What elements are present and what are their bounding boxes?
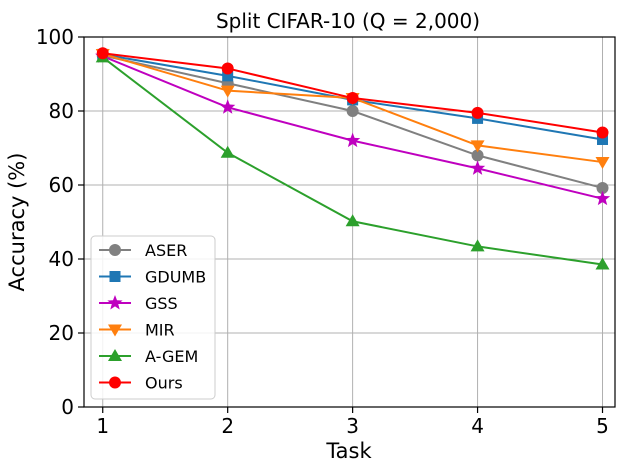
legend-marker <box>107 295 123 310</box>
y-tick-label: 80 <box>49 99 74 123</box>
data-point <box>345 214 360 227</box>
series-ours <box>96 47 609 139</box>
legend-label: GDUMB <box>145 268 206 287</box>
y-tick-label: 20 <box>49 321 74 345</box>
legend-marker <box>108 324 122 337</box>
data-point <box>596 181 609 194</box>
data-point <box>470 140 485 153</box>
data-point <box>222 70 234 82</box>
data-point <box>221 62 234 75</box>
data-point <box>596 126 609 139</box>
legend-item-a-gem: A-GEM <box>99 347 198 366</box>
legend-marker <box>109 271 121 282</box>
legend-item-ours: Ours <box>99 374 183 393</box>
chart-title: Split CIFAR-10 (Q = 2,000) <box>216 9 480 33</box>
x-tick-label: 2 <box>221 414 234 438</box>
y-tick-label: 60 <box>49 173 74 197</box>
legend-label: MIR <box>145 321 175 340</box>
legend-marker <box>109 376 121 389</box>
series-a-gem <box>95 50 610 270</box>
legend-item-mir: MIR <box>99 321 175 340</box>
legend-marker <box>108 349 122 361</box>
legend: ASER GDUMB GSS MIR A-GEM Ours <box>90 235 216 400</box>
legend-item-gdumb: GDUMB <box>99 268 206 287</box>
legend-marker <box>109 244 121 256</box>
data-point <box>597 133 609 145</box>
x-tick-label: 1 <box>96 414 109 438</box>
data-point <box>346 92 359 105</box>
data-point <box>220 85 235 98</box>
data-point <box>96 47 109 60</box>
data-point <box>471 149 484 162</box>
legend-item-aser: ASER <box>99 241 187 260</box>
legend-label: GSS <box>145 294 178 313</box>
series-lines <box>95 47 611 270</box>
y-axis-label: Accuracy (%) <box>5 153 29 292</box>
data-point <box>346 105 359 117</box>
data-point <box>220 99 236 114</box>
legend-label: Ours <box>145 374 183 393</box>
data-point <box>471 106 484 119</box>
axis-ticks: 1 2 3 4 5 0 20 40 60 80 100 <box>36 25 609 438</box>
plot-frame <box>83 36 616 408</box>
data-point <box>595 257 610 270</box>
data-point <box>594 190 611 206</box>
legend-label: A-GEM <box>145 347 198 366</box>
x-tick-label: 3 <box>346 414 359 438</box>
data-point <box>470 239 485 252</box>
x-tick-label: 5 <box>596 414 609 438</box>
data-point <box>345 132 361 148</box>
y-tick-label: 40 <box>49 247 74 271</box>
data-point <box>595 157 610 170</box>
x-tick-label: 4 <box>471 414 484 438</box>
data-point <box>469 160 486 175</box>
legend-label: ASER <box>145 241 187 260</box>
y-tick-label: 100 <box>36 25 74 49</box>
legend-item-gss: GSS <box>99 294 178 313</box>
x-axis-label: Task <box>325 439 372 463</box>
y-tick-label: 0 <box>61 395 74 419</box>
data-point <box>220 145 235 158</box>
